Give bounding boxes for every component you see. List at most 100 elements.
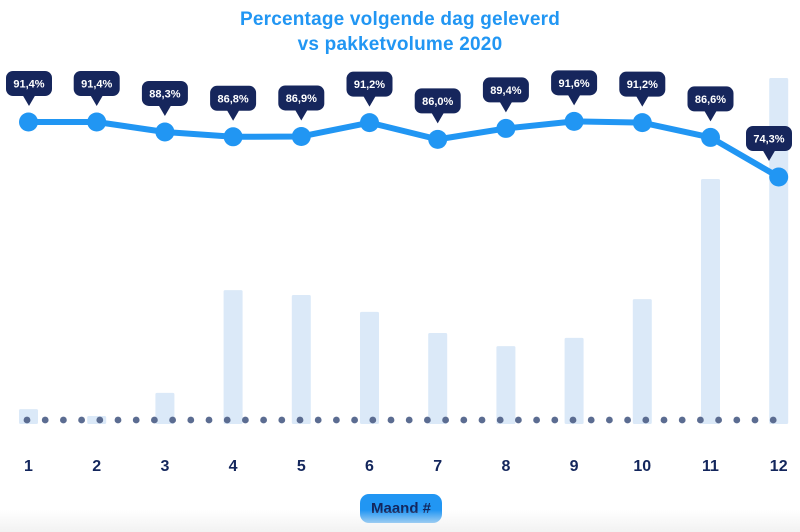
badge-value-label: 74,3% bbox=[753, 133, 784, 145]
baseline-dot bbox=[660, 416, 668, 424]
x-tick-label-5: 5 bbox=[297, 458, 306, 475]
line-marker-month-4 bbox=[223, 127, 243, 147]
value-badge-month-11: 86,6% bbox=[687, 86, 734, 122]
value-badge-month-10: 91,2% bbox=[619, 71, 666, 107]
baseline-dot bbox=[205, 416, 213, 424]
badge-value-label: 91,2% bbox=[627, 79, 658, 91]
x-tick-label-7: 7 bbox=[433, 458, 442, 475]
baseline-dot bbox=[733, 416, 741, 424]
baseline-dot bbox=[351, 416, 358, 424]
baseline-dot bbox=[678, 416, 686, 424]
chart-title: Percentage volgende dag geleverd vs pakk… bbox=[0, 7, 800, 57]
baseline-dot bbox=[478, 416, 486, 424]
baseline-dot bbox=[624, 416, 631, 424]
percentage-line bbox=[25, 118, 782, 180]
badge-tail bbox=[635, 94, 650, 107]
x-tick-label-4: 4 bbox=[229, 458, 238, 475]
chart-title-line-1: Percentage volgende dag geleverd bbox=[239, 9, 560, 30]
badge-value-label: 91,4% bbox=[81, 79, 112, 91]
badge-value-label: 86,0% bbox=[422, 96, 453, 108]
baseline-dot bbox=[223, 416, 231, 424]
badge-tail bbox=[430, 111, 445, 124]
baseline-dot bbox=[96, 416, 104, 424]
baseline-dot bbox=[551, 416, 559, 424]
volume-bar-month-9 bbox=[564, 337, 584, 424]
badge-value-label: 91,2% bbox=[354, 79, 385, 91]
baseline-dot bbox=[242, 416, 249, 424]
line-marker-month-1 bbox=[19, 112, 38, 132]
badge-box bbox=[346, 71, 393, 97]
baseline-dot bbox=[333, 416, 340, 424]
baseline-dot bbox=[132, 416, 140, 424]
value-badge-month-3: 88,3% bbox=[141, 80, 188, 116]
value-badge-month-6: 91,2% bbox=[346, 71, 393, 107]
x-tick-label-2: 2 bbox=[92, 458, 101, 475]
baseline-dot bbox=[114, 416, 122, 424]
baseline-dot bbox=[278, 416, 286, 424]
baseline-dot bbox=[442, 416, 449, 424]
baseline-dot bbox=[187, 416, 195, 424]
line-marker-month-12 bbox=[769, 167, 789, 187]
x-tick-label-10: 10 bbox=[633, 458, 651, 475]
badge-value-label: 86,9% bbox=[286, 93, 317, 105]
x-tick-label-12: 12 bbox=[770, 458, 788, 475]
badge-box bbox=[6, 71, 52, 96]
badge-box bbox=[210, 85, 257, 111]
line-marker-month-6 bbox=[360, 113, 379, 133]
baseline-dot bbox=[496, 416, 504, 424]
badge-box bbox=[687, 86, 734, 112]
badge-box bbox=[746, 125, 792, 151]
volume-bar-month-3 bbox=[155, 392, 175, 424]
value-badge-month-12: 74,3% bbox=[746, 125, 792, 161]
baseline-dot bbox=[715, 416, 722, 424]
baseline-dot bbox=[642, 416, 650, 424]
badge-box bbox=[619, 71, 666, 97]
value-badge-month-2: 91,4% bbox=[73, 71, 120, 106]
baseline-dot bbox=[296, 416, 304, 424]
badge-box bbox=[414, 88, 461, 114]
baseline-dot bbox=[697, 416, 704, 424]
x-tick-label-6: 6 bbox=[365, 458, 374, 475]
badge-box bbox=[551, 70, 598, 96]
value-badge-month-1: 91,4% bbox=[6, 71, 52, 106]
volume-bar-month-11 bbox=[701, 179, 720, 424]
badge-box bbox=[482, 77, 529, 103]
line-marker-month-9 bbox=[564, 111, 584, 131]
line-marker-month-2 bbox=[87, 112, 107, 132]
line-marker-month-7 bbox=[428, 129, 448, 149]
badge-tail bbox=[226, 108, 241, 121]
badge-tail bbox=[567, 93, 582, 106]
badge-box bbox=[278, 85, 325, 111]
badge-box bbox=[141, 80, 188, 106]
baseline-dot bbox=[60, 416, 67, 424]
badge-value-label: 89,4% bbox=[490, 85, 521, 97]
line-marker-month-11 bbox=[701, 127, 720, 147]
volume-bar-month-8 bbox=[496, 346, 516, 424]
badge-value-label: 91,6% bbox=[558, 78, 589, 90]
badge-tail bbox=[157, 103, 172, 116]
badge-value-label: 86,6% bbox=[695, 94, 726, 106]
baseline-dot bbox=[769, 416, 777, 424]
baseline-dot bbox=[751, 416, 759, 424]
bottom-strip bbox=[0, 510, 800, 532]
baseline-dot bbox=[260, 416, 267, 424]
value-badge-month-4: 86,8% bbox=[210, 85, 257, 121]
x-tick-label-9: 9 bbox=[570, 458, 579, 475]
volume-bar-month-10 bbox=[632, 299, 652, 424]
baseline-dot bbox=[41, 416, 49, 424]
badge-tail bbox=[22, 94, 36, 106]
volume-bar-month-6 bbox=[360, 311, 379, 424]
baseline-dot bbox=[424, 416, 431, 424]
badge-tail bbox=[89, 94, 104, 106]
badge-tail bbox=[762, 148, 776, 161]
baseline-dot bbox=[169, 416, 177, 424]
badge-box bbox=[73, 71, 120, 96]
badge-value-label: 91,4% bbox=[13, 79, 44, 91]
baseline-dot bbox=[587, 416, 595, 424]
badge-value-label: 88,3% bbox=[149, 88, 180, 100]
line-marker-month-3 bbox=[155, 122, 175, 142]
badge-tail bbox=[294, 108, 309, 121]
baseline-dot bbox=[369, 416, 377, 424]
